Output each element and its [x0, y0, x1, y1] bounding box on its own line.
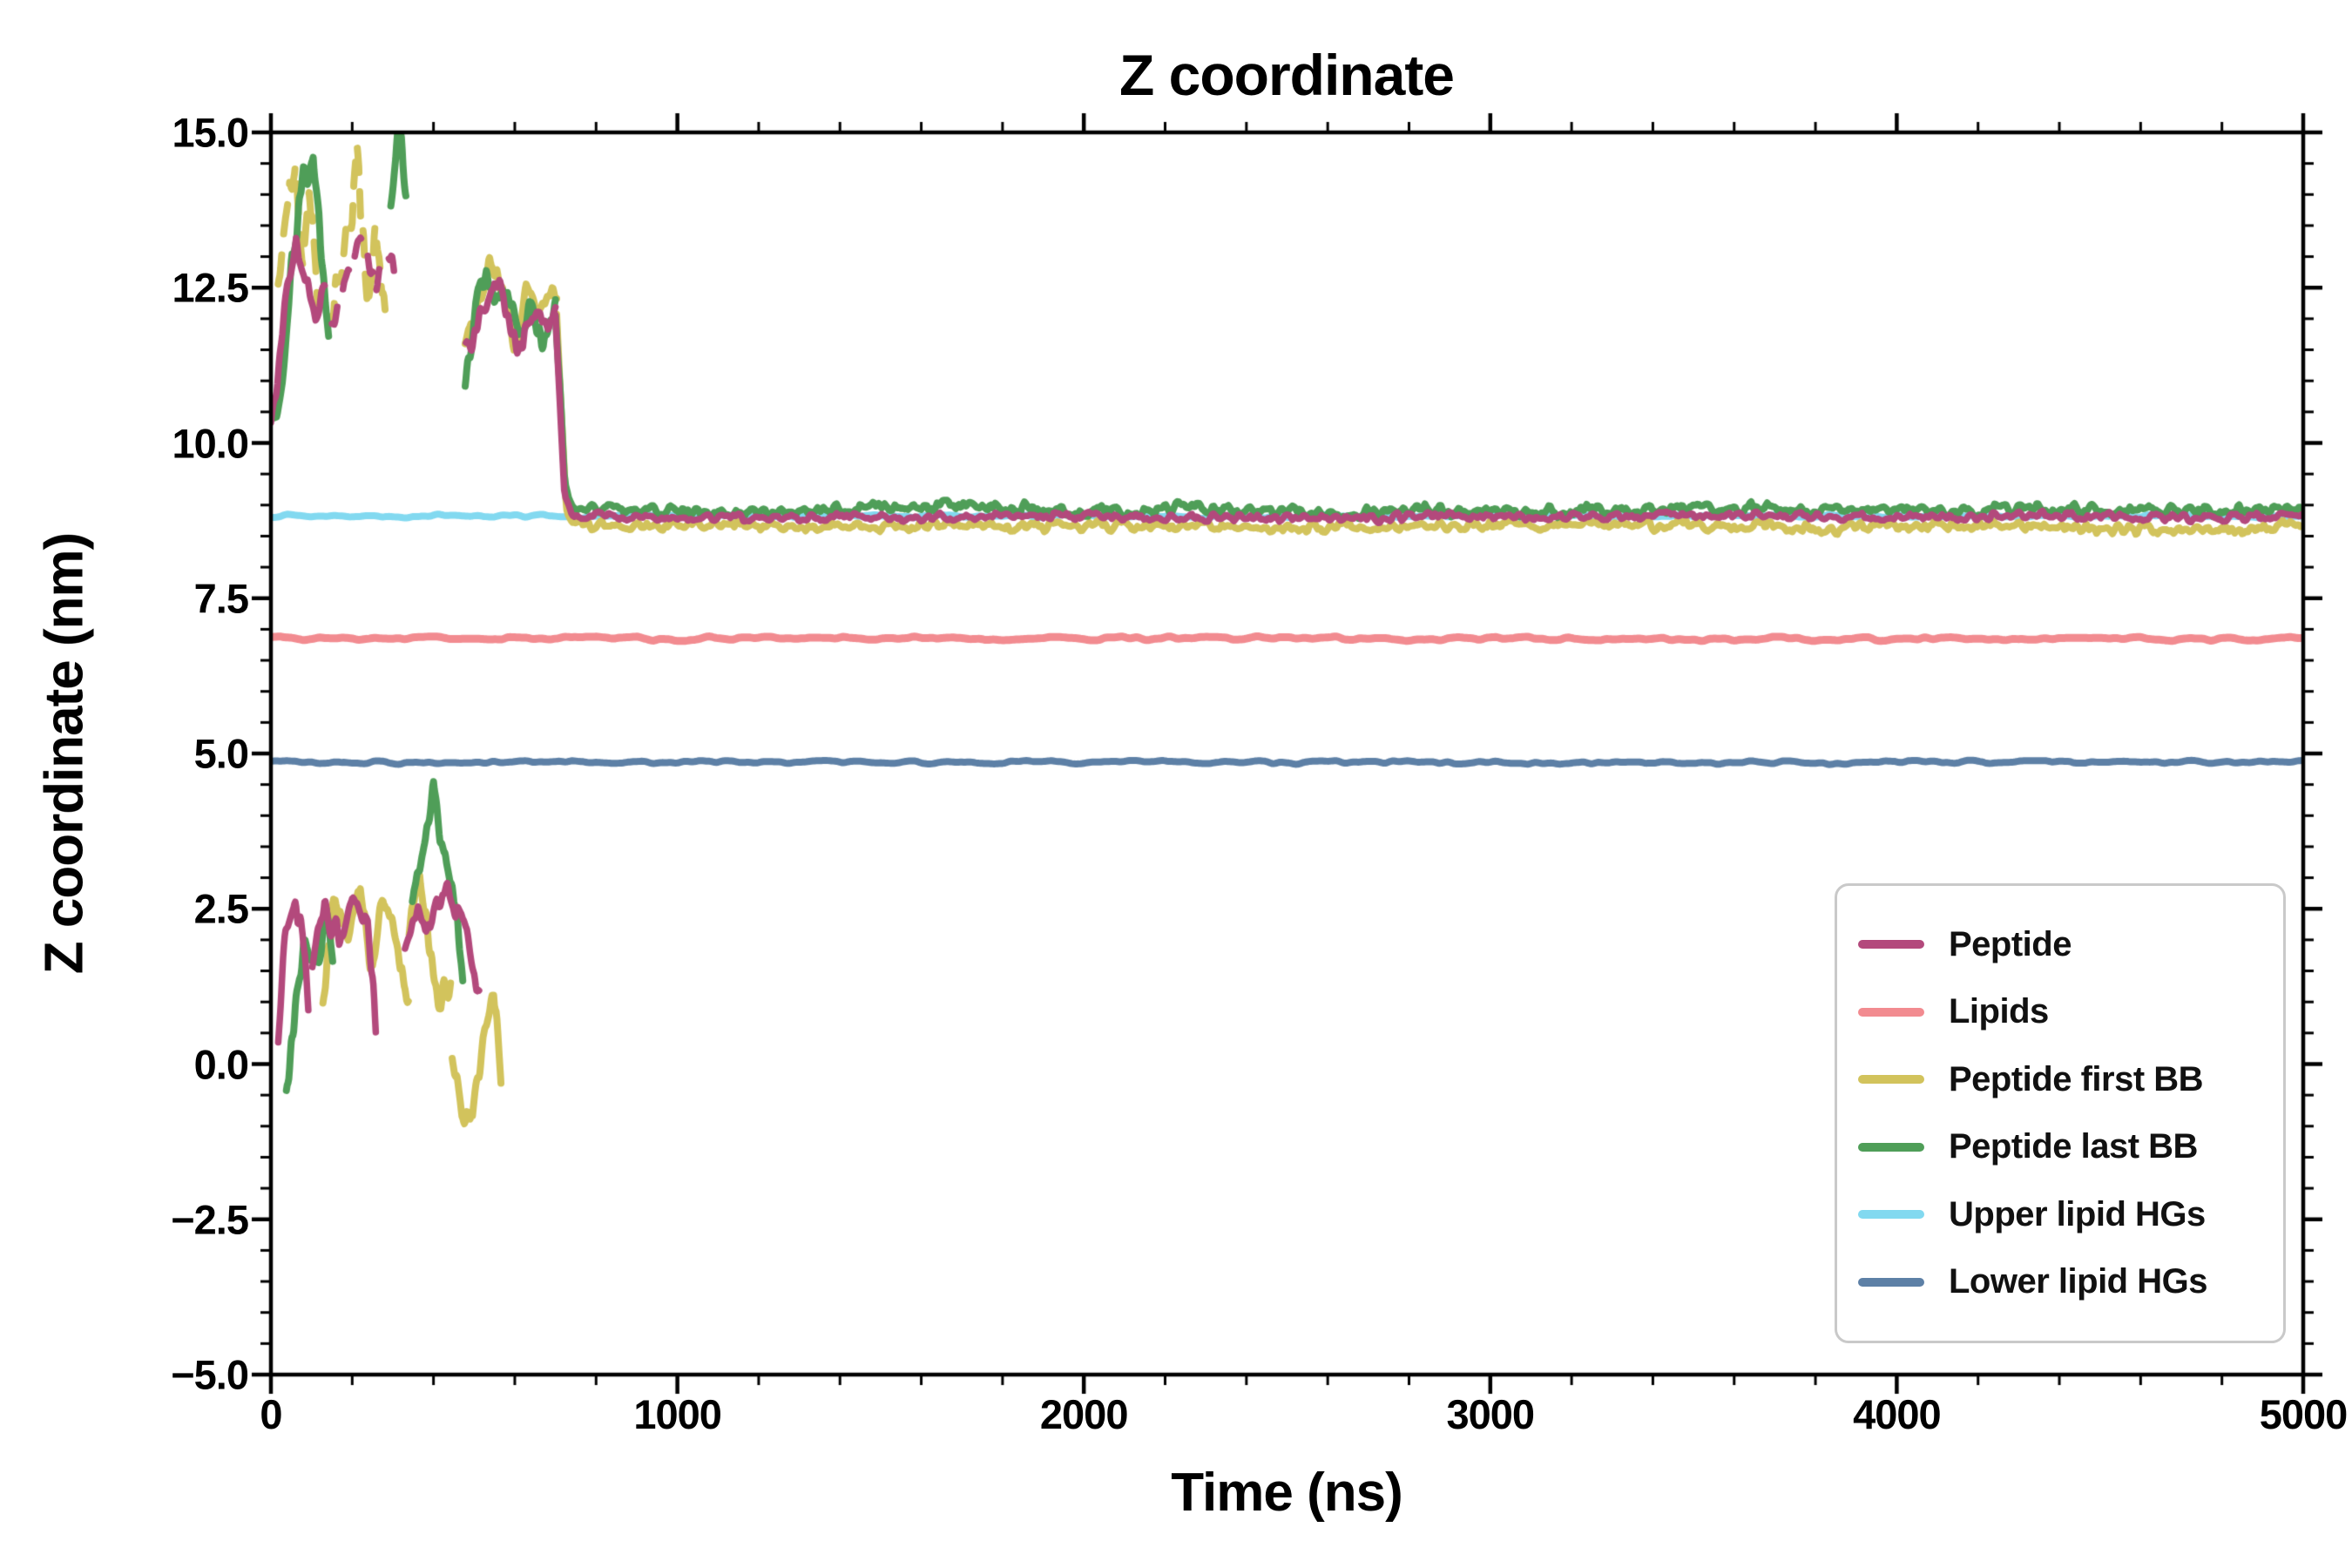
legend-swatch: [1858, 1142, 1924, 1152]
x-tick-label: 3000: [1446, 1391, 1536, 1437]
x-tick-label: 5000: [2259, 1391, 2349, 1437]
x-tick-label: 4000: [1853, 1391, 1942, 1437]
y-tick-label: 2.5: [193, 885, 249, 932]
legend-swatch: [1858, 940, 1924, 950]
legend-label: Peptide first BB: [1949, 1059, 2204, 1098]
legend-item: Peptide: [1858, 925, 2274, 964]
x-tick-label: 0: [260, 1391, 282, 1437]
legend-label: Peptide: [1949, 924, 2072, 963]
legend: Peptide Lipids Peptide first BB Peptide las…: [1835, 883, 2286, 1343]
x-tick-label: 1000: [633, 1391, 722, 1437]
legend-label: Lipids: [1949, 992, 2049, 1031]
legend-swatch: [1858, 1075, 1924, 1085]
legend-item: Peptide first BB: [1858, 1060, 2274, 1099]
y-tick-label: 12.5: [172, 264, 249, 311]
y-axis-label: Z coordinate (nm): [34, 532, 95, 975]
y-tick-label: 15.0: [172, 109, 249, 156]
legend-item: Lipids: [1858, 992, 2274, 1031]
legend-item: Lower lipid HGs: [1858, 1262, 2274, 1301]
legend-label: Peptide last BB: [1949, 1127, 2198, 1166]
legend-swatch: [1858, 1007, 1924, 1017]
y-tick-label: −2.5: [171, 1196, 249, 1243]
legend-item: Peptide last BB: [1858, 1127, 2274, 1166]
y-tick-label: 0.0: [193, 1041, 249, 1087]
y-tick-label: 10.0: [172, 420, 249, 466]
legend-swatch: [1858, 1210, 1924, 1220]
y-tick-label: 5.0: [193, 730, 249, 777]
y-tick-label: −5.0: [171, 1351, 249, 1398]
x-tick-label: 2000: [1039, 1391, 1129, 1437]
chart-title: Z coordinate: [1119, 43, 1455, 107]
legend-label: Lower lipid HGs: [1949, 1262, 2207, 1301]
x-axis-label: Time (ns): [1171, 1463, 1402, 1523]
legend-swatch: [1858, 1277, 1924, 1287]
y-tick-label: 7.5: [193, 575, 249, 622]
legend-label: Upper lipid HGs: [1949, 1194, 2206, 1233]
legend-item: Upper lipid HGs: [1858, 1195, 2274, 1234]
